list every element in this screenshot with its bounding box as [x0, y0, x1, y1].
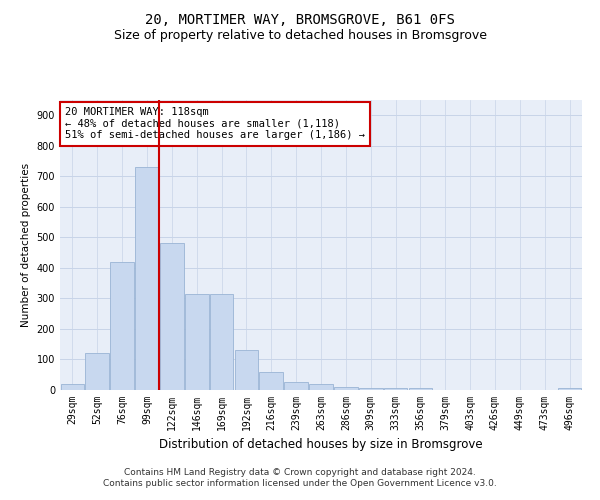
Bar [210, 294, 233, 390]
Bar [85, 354, 109, 390]
Text: 20 MORTIMER WAY: 118sqm
← 48% of detached houses are smaller (1,118)
51% of semi: 20 MORTIMER WAY: 118sqm ← 48% of detache… [65, 108, 365, 140]
Text: Contains HM Land Registry data © Crown copyright and database right 2024.
Contai: Contains HM Land Registry data © Crown c… [103, 468, 497, 487]
Bar [359, 388, 383, 390]
Bar [558, 388, 581, 390]
Bar [384, 388, 407, 390]
X-axis label: Distribution of detached houses by size in Bromsgrove: Distribution of detached houses by size … [159, 438, 483, 452]
Bar [160, 244, 184, 390]
Bar [135, 167, 159, 390]
Bar [61, 384, 84, 390]
Bar [110, 262, 134, 390]
Bar [259, 372, 283, 390]
Bar [284, 382, 308, 390]
Text: Size of property relative to detached houses in Bromsgrove: Size of property relative to detached ho… [113, 29, 487, 42]
Y-axis label: Number of detached properties: Number of detached properties [21, 163, 31, 327]
Bar [309, 384, 333, 390]
Bar [185, 294, 209, 390]
Bar [235, 350, 258, 390]
Bar [334, 387, 358, 390]
Text: 20, MORTIMER WAY, BROMSGROVE, B61 0FS: 20, MORTIMER WAY, BROMSGROVE, B61 0FS [145, 12, 455, 26]
Bar [409, 388, 432, 390]
